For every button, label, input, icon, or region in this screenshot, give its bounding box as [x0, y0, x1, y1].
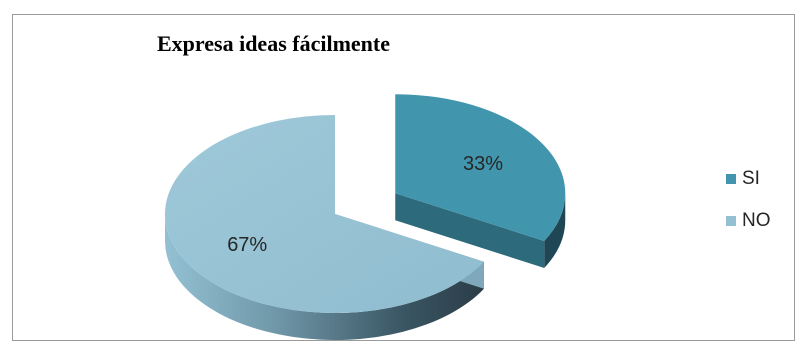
legend-swatch-no: [726, 216, 736, 226]
slice-si: [395, 94, 566, 241]
data-label-no: 67%: [227, 234, 267, 256]
chart-legend: SI NO: [726, 168, 771, 252]
legend-item-si: SI: [726, 168, 771, 190]
legend-label-no: NO: [742, 210, 771, 231]
slice-side-no: [165, 214, 484, 340]
slice-side-si: [544, 193, 566, 268]
slice-no: [164, 115, 484, 314]
legend-item-no: NO: [726, 210, 771, 232]
slice-cut-si: [395, 193, 545, 268]
chart-title: Expresa ideas fácilmente: [156, 31, 390, 56]
data-label-si: 33%: [463, 153, 503, 175]
legend-label-si: SI: [742, 168, 760, 189]
legend-swatch-si: [726, 174, 736, 184]
